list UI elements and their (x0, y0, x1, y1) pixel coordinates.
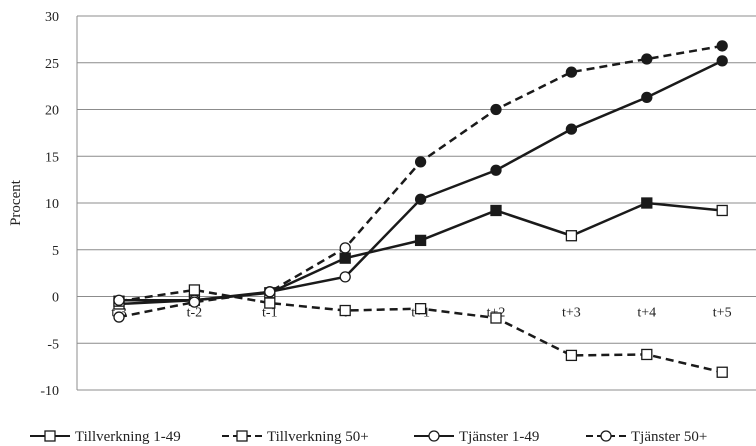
data-point (565, 349, 578, 362)
y-tick-label: -5 (47, 337, 59, 352)
data-point (490, 103, 502, 116)
series-line (119, 59, 723, 302)
legend-item: Tillverkning 1-49 (30, 429, 181, 445)
y-tick-label: 25 (45, 57, 59, 72)
data-point (339, 271, 351, 283)
data-point (565, 123, 578, 135)
data-point (716, 204, 728, 217)
series-group (113, 40, 728, 378)
data-point (716, 55, 728, 67)
legend-marker (600, 430, 612, 442)
y-tick-label: 30 (45, 10, 59, 25)
y-tick-label: 20 (45, 104, 59, 119)
data-point (414, 193, 427, 205)
series-line (118, 288, 723, 374)
data-point (641, 91, 653, 103)
legend-label: Tjänster 1-49 (459, 429, 539, 445)
series-line (118, 44, 723, 319)
data-point (414, 156, 427, 168)
x-tick-label: t+5 (713, 306, 732, 321)
data-point (716, 366, 728, 378)
data-point (490, 312, 502, 324)
data-point (188, 296, 201, 308)
data-point (716, 40, 728, 52)
legend-marker (44, 430, 56, 442)
series-3 (113, 55, 728, 306)
axes: 302520151050-5-10t-3t-2t-1tt+1t+2t+3t+4t… (40, 10, 731, 399)
data-point (264, 297, 276, 309)
data-point (641, 197, 653, 209)
y-tick-label: 0 (52, 291, 59, 306)
x-tick-label: t+4 (637, 306, 656, 321)
data-point (641, 53, 653, 65)
x-tick-label: t+3 (562, 306, 581, 321)
legend-label: Tjänster 50+ (631, 429, 707, 445)
legend-label: Tillverkning 1-49 (75, 429, 181, 445)
data-point (565, 66, 578, 78)
data-point (414, 303, 427, 315)
data-point (641, 348, 653, 361)
data-point (264, 286, 276, 298)
data-point (490, 164, 502, 176)
series-4 (113, 40, 728, 323)
legend-item: Tillverkning 50+ (222, 429, 369, 445)
legend-marker (236, 430, 248, 442)
data-point (188, 284, 201, 296)
data-point (113, 294, 125, 306)
y-tick-label: 15 (45, 150, 59, 165)
data-point (490, 204, 502, 217)
data-point (414, 234, 427, 247)
x-tick-label: t-2 (187, 306, 203, 321)
y-tick-label: -10 (40, 384, 59, 399)
legend-label: Tillverkning 50+ (267, 429, 369, 445)
data-point (339, 242, 351, 254)
series-1 (113, 197, 728, 310)
y-tick-label: 5 (52, 244, 59, 259)
legend: Tillverkning 1-49 Tillverkning 50+ Tjänste… (30, 429, 707, 445)
data-point (339, 252, 351, 264)
data-point (339, 304, 351, 317)
data-point (565, 230, 578, 242)
legend-marker (428, 430, 440, 442)
y-tick-label: 10 (45, 197, 59, 212)
data-point (113, 311, 125, 323)
legend-item: Tjänster 1-49 (414, 429, 539, 445)
legend-item: Tjänster 50+ (586, 429, 707, 445)
y-axis-title: Procent (8, 179, 24, 226)
x-tick-label: t-1 (262, 306, 278, 321)
series-line (118, 201, 723, 306)
